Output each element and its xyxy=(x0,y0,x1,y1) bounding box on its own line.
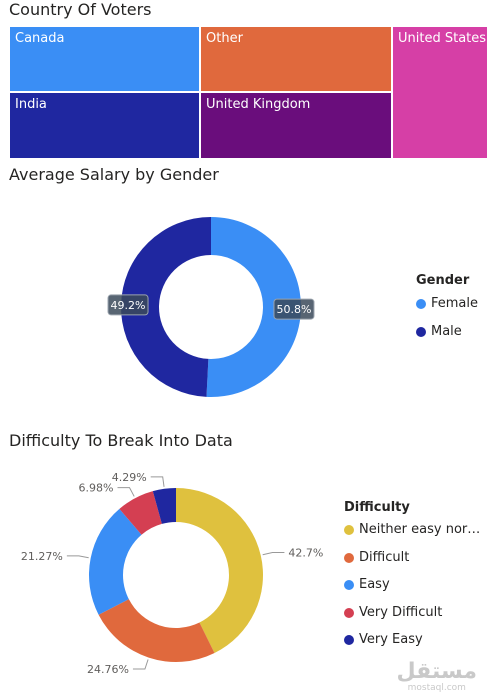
mostaql-watermark-logo: مستقل mostaql.com xyxy=(396,659,477,694)
legend-label-very-difficult: Very Difficult xyxy=(359,605,443,620)
legend-label-female: Female xyxy=(431,296,479,311)
difficulty-donut-chart: 42.7% 24.76% 21.27% 6.98%4.29% xyxy=(21,471,323,676)
slice-very-difficult[interactable] xyxy=(119,491,162,535)
legend-label-neither: Neither easy nor… xyxy=(359,522,481,537)
legend-dot-female xyxy=(416,298,426,309)
legend-label-easy: Easy xyxy=(359,577,390,592)
leader-line-easy xyxy=(66,555,89,559)
data-label-box-female xyxy=(273,298,315,320)
gender-legend-title: Gender xyxy=(416,273,470,288)
legend-label-difficult: Difficult xyxy=(359,550,410,565)
slice-difficult[interactable] xyxy=(98,599,215,662)
slice-male[interactable] xyxy=(120,217,211,397)
treemap-cell-united-kingdom[interactable]: United Kingdom xyxy=(200,92,392,159)
difficulty-chart-title: Difficulty To Break Into Data xyxy=(9,431,233,450)
salary-chart-title: Average Salary by Gender xyxy=(9,165,219,184)
legend-item-male[interactable]: Male xyxy=(416,324,462,339)
slice-female[interactable] xyxy=(206,217,301,397)
legend-item-neither[interactable]: Neither easy nor… xyxy=(344,522,480,537)
legend-item-very-easy[interactable]: Very Easy xyxy=(344,632,423,647)
legend-item-difficult[interactable]: Difficult xyxy=(344,550,409,565)
treemap-cell-canada[interactable]: Canada xyxy=(9,26,200,92)
watermark-arabic-text: مستقل xyxy=(396,659,477,684)
legend-dot-neither xyxy=(344,524,354,535)
treemap-title: Country Of Voters xyxy=(9,0,152,19)
legend-dot-difficult xyxy=(344,552,354,563)
watermark-url-text: mostaql.com xyxy=(407,683,466,693)
data-label-box-male xyxy=(107,294,149,316)
legend-dot-male xyxy=(416,326,426,337)
treemap-label-canada: Canada xyxy=(15,31,65,46)
slice-very-easy[interactable] xyxy=(152,488,176,524)
slice-neither-easy-nor[interactable] xyxy=(176,488,263,654)
treemap-cell-india[interactable]: India xyxy=(9,92,200,159)
leader-line-very-difficult xyxy=(117,487,135,497)
treemap-cell-united-states[interactable]: United States xyxy=(392,26,488,159)
slice-easy[interactable] xyxy=(89,508,142,615)
treemap-label-india: India xyxy=(15,97,47,112)
leader-line-neither-easy-nor xyxy=(262,551,285,556)
gender-donut-chart: 50.8% 49.2% xyxy=(107,217,315,397)
difficulty-legend-title: Difficulty xyxy=(344,500,410,515)
legend-dot-very-easy xyxy=(344,634,354,645)
leader-line-difficult xyxy=(132,659,149,670)
treemap-label-other: Other xyxy=(206,31,243,46)
data-label-easy: 21.27% xyxy=(21,550,63,563)
leader-line-very-easy xyxy=(150,476,165,487)
treemap-cell-other[interactable]: Other xyxy=(200,26,392,92)
data-label-very-easy: 4.29% xyxy=(112,471,147,484)
legend-dot-easy xyxy=(344,579,354,590)
legend-item-very-difficult[interactable]: Very Difficult xyxy=(344,605,442,620)
legend-label-very-easy: Very Easy xyxy=(359,632,423,647)
legend-item-easy[interactable]: Easy xyxy=(344,577,390,592)
treemap-label-united-kingdom: United Kingdom xyxy=(206,97,311,112)
legend-item-female[interactable]: Female xyxy=(416,296,478,311)
data-label-male: 49.2% xyxy=(111,299,146,312)
legend-dot-very-difficult xyxy=(344,607,354,618)
data-label-neither-easy-nor: 42.7% xyxy=(288,546,323,559)
data-label-difficult: 24.76% xyxy=(87,663,129,676)
legend-label-male: Male xyxy=(431,324,462,339)
treemap-label-united-states: United States xyxy=(398,31,487,46)
data-label-very-difficult: 6.98% xyxy=(79,482,114,495)
data-label-female: 50.8% xyxy=(276,303,311,316)
